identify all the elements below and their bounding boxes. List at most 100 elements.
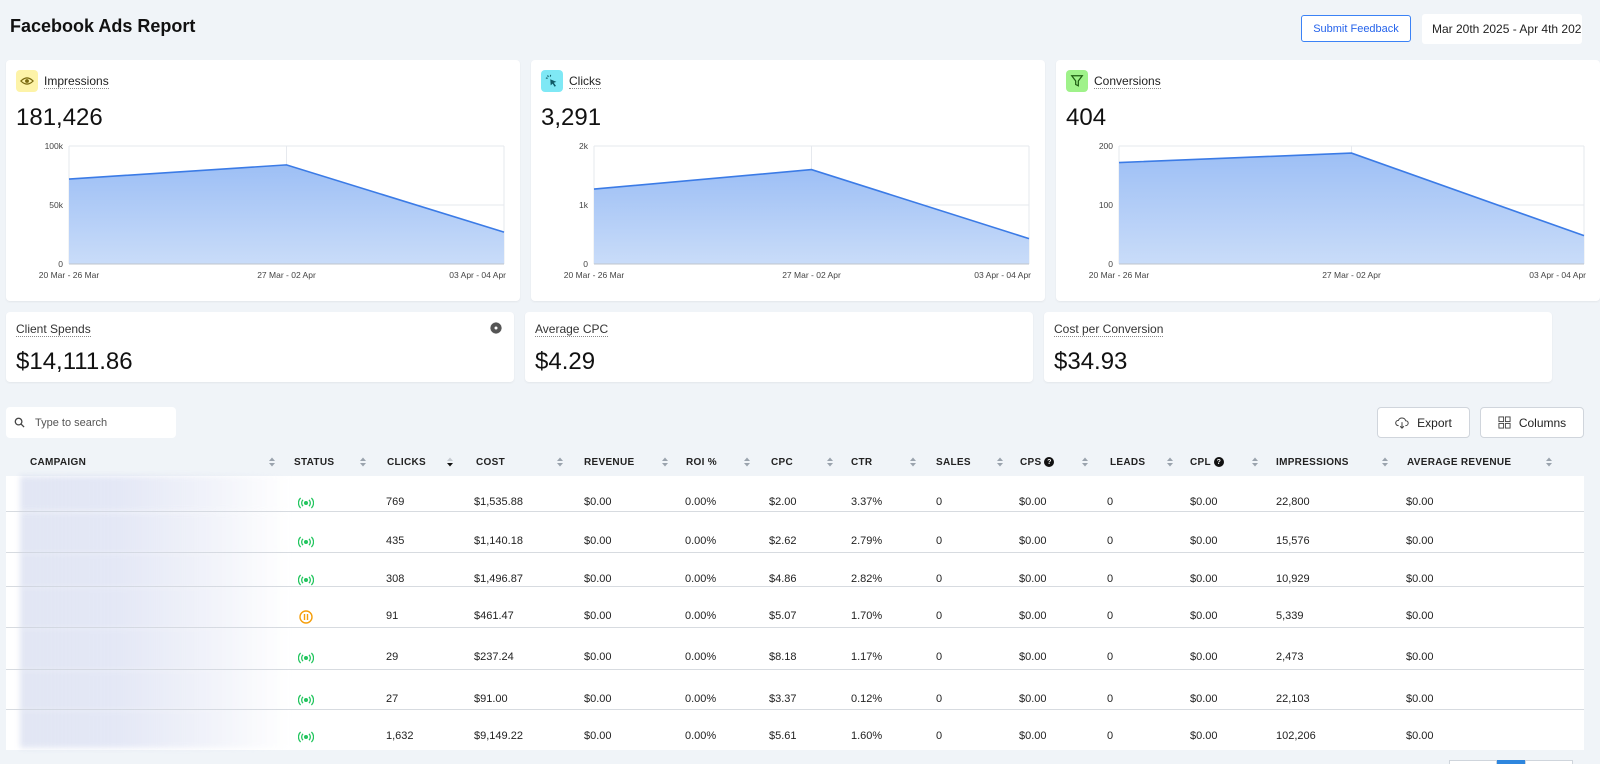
campaign-name-redacted[interactable] <box>20 670 290 710</box>
column-header-ctr[interactable]: CTR <box>851 448 872 476</box>
pagination-prev[interactable] <box>1449 760 1497 764</box>
average-cpc-label[interactable]: Average CPC <box>535 322 609 337</box>
export-label: Export <box>1417 415 1452 430</box>
cell-ctr: 3.37% <box>851 496 883 508</box>
pagination-current-page[interactable] <box>1497 760 1525 764</box>
sort-icon[interactable] <box>1381 456 1389 468</box>
client-spends-card: Client Spends $14,111.86 <box>6 312 514 382</box>
cell-cost: $461.47 <box>474 610 514 622</box>
campaign-name-redacted[interactable] <box>20 512 290 553</box>
sort-icon[interactable] <box>661 456 669 468</box>
column-label: AVERAGE REVENUE <box>1407 456 1512 468</box>
table-body: 769 $1,535.88 $0.00 0.00% $2.00 3.37% 0 $0.00 0 $… <box>6 476 1584 750</box>
cell-sales: 0 <box>936 496 943 508</box>
column-header-sales[interactable]: SALES <box>936 448 971 476</box>
cell-revenue: $0.00 <box>584 496 612 508</box>
sort-icon[interactable] <box>359 456 367 468</box>
column-label: CTR <box>851 456 873 468</box>
table-row[interactable]: 27 $91.00 $0.00 0.00% $3.37 0.12% 0 $0.00 0 $0.00… <box>6 669 1584 710</box>
sort-icon[interactable] <box>826 456 834 468</box>
table-row[interactable]: 91 $461.47 $0.00 0.00% $5.07 1.70% 0 $0.00 0 $0.0… <box>6 586 1584 628</box>
search-input[interactable] <box>35 416 155 429</box>
columns-label: Columns <box>1518 415 1567 430</box>
sort-icon[interactable] <box>1081 456 1089 468</box>
column-label: IMPRESSIONS <box>1276 456 1349 468</box>
column-header-status[interactable]: STATUS <box>294 448 334 476</box>
column-header-cost[interactable]: COST <box>476 448 505 476</box>
search-box[interactable] <box>6 407 176 438</box>
campaign-name-redacted[interactable] <box>20 710 290 748</box>
y-tick-label: 0 <box>583 259 588 269</box>
x-tick-label: 27 Mar - 02 Apr <box>1322 270 1381 280</box>
table-row[interactable]: 435 $1,140.18 $0.00 0.00% $2.62 2.79% 0 $0.00 0 $… <box>6 511 1584 553</box>
cell-ctr: 0.12% <box>851 693 883 705</box>
sort-icon[interactable] <box>268 456 276 468</box>
cell-avg-revenue: $0.00 <box>1406 693 1434 705</box>
export-button[interactable]: Export <box>1377 407 1470 438</box>
cell-cps: $0.00 <box>1019 573 1047 585</box>
cell-leads: 0 <box>1107 651 1114 663</box>
cell-clicks: 29 <box>386 651 399 663</box>
table-row[interactable]: 29 $237.24 $0.00 0.00% $8.18 1.17% 0 $0.00 0 $0.0… <box>6 627 1584 670</box>
cell-leads: 0 <box>1107 573 1114 585</box>
clicks-label[interactable]: Clicks <box>569 73 601 89</box>
cell-roi: 0.00% <box>685 535 717 547</box>
date-range-picker[interactable]: Mar 20th 2025 - Apr 4th 202 <box>1422 14 1582 44</box>
conversions-header: Conversions <box>1066 70 1161 92</box>
conversions-label[interactable]: Conversions <box>1094 73 1161 89</box>
table-header: CAMPAIGN STATUS CLICKS COST REVENUE ROI % CPC C… <box>6 448 1584 476</box>
column-header-avg_revenue[interactable]: AVERAGE REVENUE <box>1407 448 1511 476</box>
sort-icon[interactable] <box>996 456 1004 468</box>
column-header-clicks[interactable]: CLICKS <box>387 448 426 476</box>
y-tick-label: 2k <box>579 141 589 151</box>
columns-button[interactable]: Columns <box>1480 407 1584 438</box>
cell-cpl: $0.00 <box>1190 573 1218 585</box>
sort-icon[interactable] <box>1251 456 1259 468</box>
campaign-name-redacted[interactable] <box>20 628 290 670</box>
sort-icon[interactable] <box>1545 456 1553 468</box>
column-header-revenue[interactable]: REVENUE <box>584 448 634 476</box>
average-cpc-card: Average CPC $4.29 <box>525 312 1033 382</box>
campaign-name-redacted[interactable] <box>20 476 290 511</box>
sort-icon[interactable] <box>1166 456 1174 468</box>
column-header-cps[interactable]: CPS? <box>1020 448 1055 476</box>
paused-status-icon <box>299 610 313 624</box>
sort-icon[interactable] <box>909 456 917 468</box>
pagination-next[interactable] <box>1525 760 1573 764</box>
table-row[interactable]: 769 $1,535.88 $0.00 0.00% $2.00 3.37% 0 $0.00 0 $… <box>6 476 1584 512</box>
sort-icon[interactable] <box>446 456 454 468</box>
cell-cpl: $0.00 <box>1190 693 1218 705</box>
average-cpc-value: $4.29 <box>535 348 596 375</box>
campaign-name-redacted[interactable] <box>20 587 290 628</box>
cell-cpc: $2.00 <box>769 496 797 508</box>
sort-icon[interactable] <box>743 456 751 468</box>
gear-icon[interactable] <box>490 322 502 334</box>
active-status-icon <box>298 694 314 706</box>
cell-cpl: $0.00 <box>1190 535 1218 547</box>
sort-icon[interactable] <box>556 456 564 468</box>
table-row[interactable]: 308 $1,496.87 $0.00 0.00% $4.86 2.82% 0 $0.00 0 $… <box>6 552 1584 587</box>
search-icon <box>14 417 25 428</box>
column-header-leads[interactable]: LEADS <box>1110 448 1145 476</box>
cell-revenue: $0.00 <box>584 693 612 705</box>
cell-cps: $0.00 <box>1019 730 1047 742</box>
help-icon[interactable]: ? <box>1213 457 1224 467</box>
client-spends-label[interactable]: Client Spends <box>16 322 91 337</box>
submit-feedback-button[interactable]: Submit Feedback <box>1301 15 1411 42</box>
impressions-label[interactable]: Impressions <box>44 73 109 89</box>
column-header-roi[interactable]: ROI % <box>686 448 717 476</box>
cell-cost: $1,496.87 <box>474 573 523 585</box>
x-tick-label: 20 Mar - 26 Mar <box>1089 270 1150 280</box>
table-row[interactable]: 1,632 $9,149.22 $0.00 0.00% $5.61 1.60% 0 $0.00… <box>6 709 1584 748</box>
column-header-campaign[interactable]: CAMPAIGN <box>30 448 86 476</box>
column-header-cpl[interactable]: CPL? <box>1190 448 1224 476</box>
funnel-icon <box>1066 70 1088 92</box>
cell-cpl: $0.00 <box>1190 496 1218 508</box>
cell-impressions: 15,576 <box>1276 535 1310 547</box>
help-icon[interactable]: ? <box>1044 457 1055 467</box>
x-tick-label: 03 Apr - 04 Apr <box>1529 270 1586 280</box>
column-header-impressions[interactable]: IMPRESSIONS <box>1276 448 1349 476</box>
column-header-cpc[interactable]: CPC <box>771 448 793 476</box>
cost-per-conversion-label[interactable]: Cost per Conversion <box>1054 322 1164 337</box>
campaign-name-redacted[interactable] <box>20 553 290 587</box>
